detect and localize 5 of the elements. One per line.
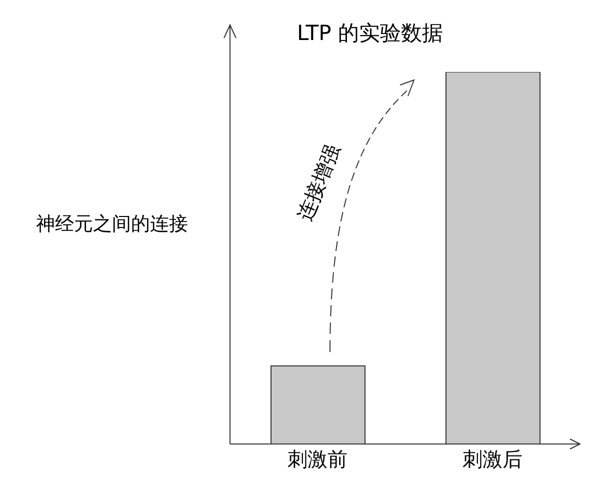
x-tick-label: 刺激前 bbox=[288, 447, 348, 472]
x-tick-label: 刺激后 bbox=[462, 447, 522, 472]
annotation: 连接增强 bbox=[292, 140, 345, 224]
y-axis-title: 神经元之间的连接 bbox=[36, 213, 188, 235]
chart-title: LTP 的实验数据 bbox=[297, 21, 443, 45]
